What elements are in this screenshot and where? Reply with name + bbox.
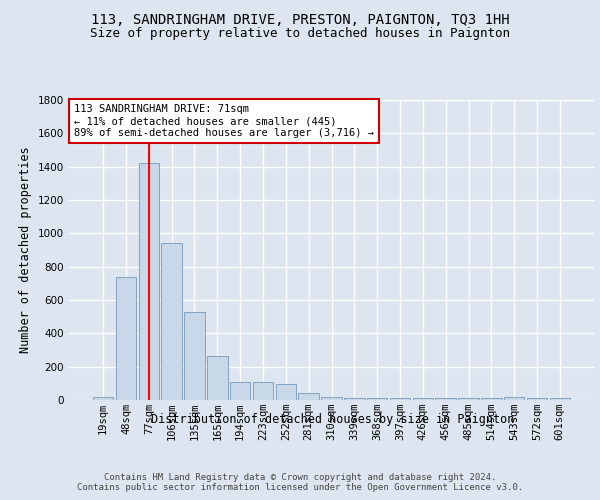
Bar	[161, 244, 182, 400]
Text: Distribution of detached houses by size in Paignton: Distribution of detached houses by size …	[151, 412, 515, 426]
Bar	[207, 356, 227, 400]
Bar	[504, 396, 524, 400]
Bar	[436, 398, 456, 400]
Bar	[298, 394, 319, 400]
Bar	[413, 398, 433, 400]
Y-axis label: Number of detached properties: Number of detached properties	[19, 146, 32, 354]
Text: Size of property relative to detached houses in Paignton: Size of property relative to detached ho…	[90, 28, 510, 40]
Text: 113, SANDRINGHAM DRIVE, PRESTON, PAIGNTON, TQ3 1HH: 113, SANDRINGHAM DRIVE, PRESTON, PAIGNTO…	[91, 12, 509, 26]
Bar	[527, 398, 547, 400]
Bar	[116, 276, 136, 400]
Bar	[344, 398, 365, 400]
Bar	[390, 398, 410, 400]
Bar	[184, 312, 205, 400]
Bar	[230, 382, 250, 400]
Text: 113 SANDRINGHAM DRIVE: 71sqm
← 11% of detached houses are smaller (445)
89% of s: 113 SANDRINGHAM DRIVE: 71sqm ← 11% of de…	[74, 104, 374, 138]
Bar	[481, 398, 502, 400]
Bar	[275, 384, 296, 400]
Bar	[321, 396, 342, 400]
Bar	[139, 164, 159, 400]
Bar	[550, 398, 570, 400]
Bar	[458, 398, 479, 400]
Bar	[367, 398, 388, 400]
Text: Contains HM Land Registry data © Crown copyright and database right 2024.
Contai: Contains HM Land Registry data © Crown c…	[77, 472, 523, 492]
Bar	[93, 396, 113, 400]
Bar	[253, 382, 273, 400]
